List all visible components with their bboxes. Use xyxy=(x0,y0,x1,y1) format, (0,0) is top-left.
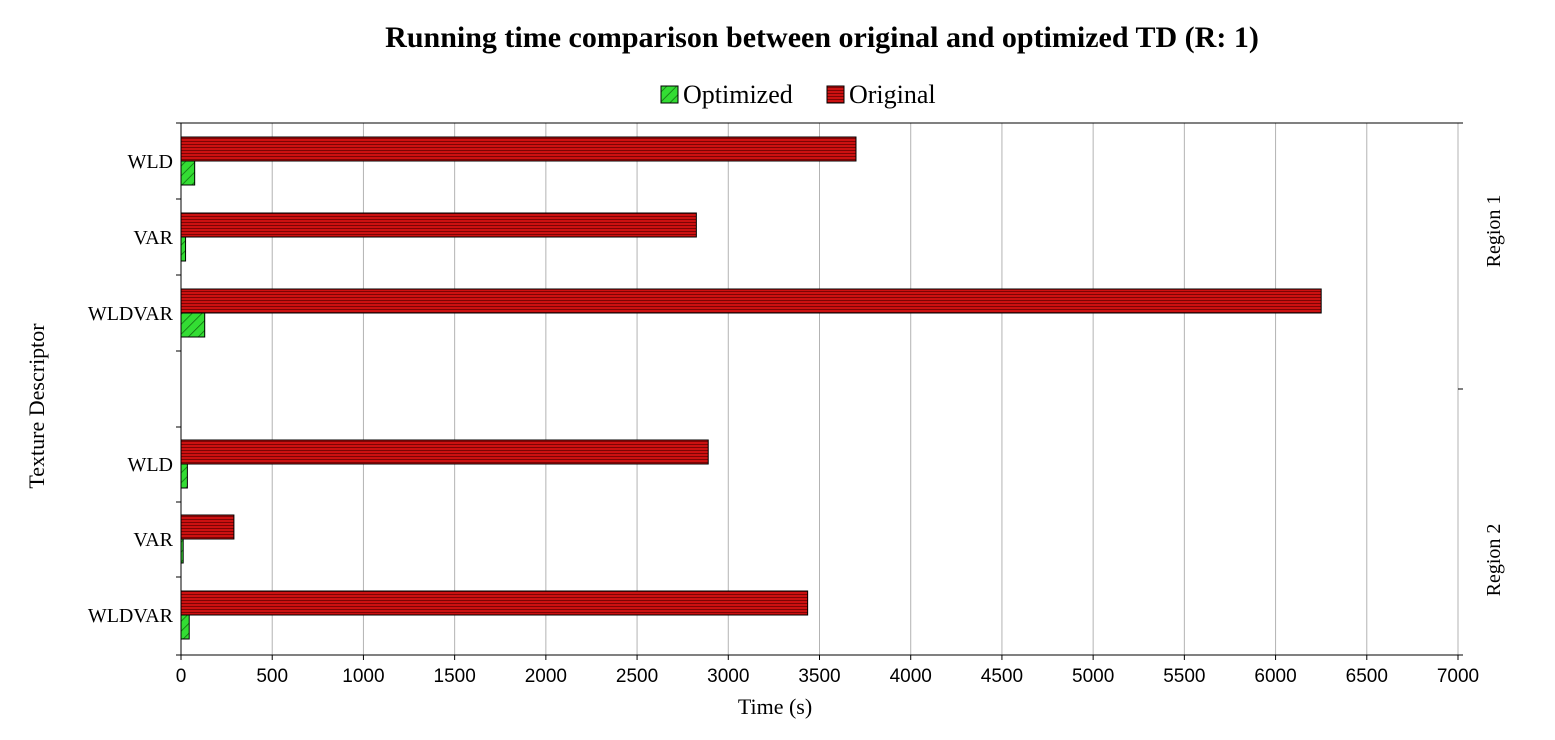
chart-title: Running time comparison between original… xyxy=(385,21,1259,54)
bar-original xyxy=(180,439,709,465)
legend-swatch-optimized xyxy=(660,85,679,104)
bar-original xyxy=(180,514,235,540)
x-tick-labels: 0 500 1000 1500 2000 2500 3000 3500 4000 4500 5000… xyxy=(176,666,1479,687)
x-tick-label: 3000 xyxy=(707,666,749,687)
legend-label-optimized: Optimized xyxy=(683,80,793,109)
x-tick-label: 3500 xyxy=(798,666,840,687)
x-tick-label: 6000 xyxy=(1254,666,1296,687)
bar-original xyxy=(180,136,857,162)
legend: Optimized Original xyxy=(660,80,936,109)
x-tick-label: 2000 xyxy=(525,666,567,687)
x-tick-label: 2500 xyxy=(616,666,658,687)
x-tick-label: 1000 xyxy=(342,666,384,687)
bars xyxy=(180,136,1322,640)
bar-optimized xyxy=(180,312,206,338)
x-tick-label: 500 xyxy=(256,666,288,687)
category-label: WLD xyxy=(127,151,173,173)
x-tick-label: 7000 xyxy=(1437,666,1479,687)
axes xyxy=(176,122,1463,660)
legend-swatch-original xyxy=(826,85,845,104)
x-tick-label: 4000 xyxy=(890,666,932,687)
category-label: WLDVAR xyxy=(88,303,174,325)
x-tick-label: 0 xyxy=(176,666,187,687)
x-tick-label: 5500 xyxy=(1163,666,1205,687)
category-label: WLDVAR xyxy=(88,605,174,627)
bar-optimized xyxy=(180,236,187,262)
bar-optimized xyxy=(180,463,188,489)
group-label: Region 2 xyxy=(1483,524,1505,597)
x-tick-label: 4500 xyxy=(981,666,1023,687)
bar-optimized xyxy=(180,160,196,186)
group-labels: Region 1 Region 2 xyxy=(1483,195,1505,597)
legend-label-original: Original xyxy=(849,80,936,109)
category-label: WLD xyxy=(127,454,173,476)
group-label: Region 1 xyxy=(1483,195,1505,268)
x-tick-label: 1500 xyxy=(434,666,476,687)
bar-original xyxy=(180,590,809,616)
bar-original xyxy=(180,288,1322,314)
bar-optimized xyxy=(180,614,190,640)
category-label: VAR xyxy=(133,227,173,249)
y-axis-title: Texture Descriptor xyxy=(24,323,49,489)
bar-original xyxy=(180,212,697,238)
category-label: VAR xyxy=(133,529,173,551)
x-tick-label: 6500 xyxy=(1346,666,1388,687)
x-tick-label: 5000 xyxy=(1072,666,1114,687)
grid-lines xyxy=(271,123,1459,655)
x-axis-title: Time (s) xyxy=(738,694,812,719)
